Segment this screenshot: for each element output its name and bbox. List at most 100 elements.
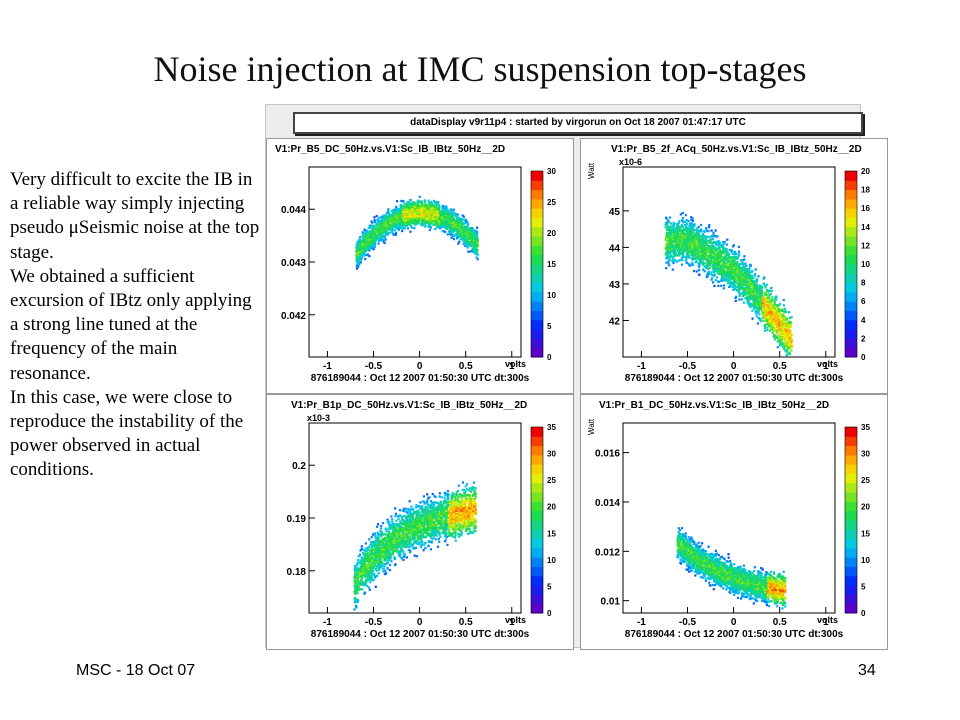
heatmap-cell [371,238,374,241]
heatmap-cell [428,224,431,227]
heatmap-cell [667,233,671,236]
heatmap-cell [466,227,469,230]
heatmap-cell [409,212,412,215]
body-paragraph-2: We obtained a sufficient excursion of IB… [10,265,252,384]
heatmap-cell [763,276,766,279]
heatmap-cell [377,238,380,241]
heatmap-cell [456,213,459,216]
heatmap-cell [737,287,740,290]
heatmap-cell [383,237,386,240]
heatmap-cell [471,227,474,230]
heatmap-cell [746,295,749,298]
heatmap-cell [682,227,686,231]
heatmap-cell [706,244,709,248]
heatmap-cell [410,202,413,205]
heatmap-cell [771,319,774,323]
heatmap-cell [750,298,753,301]
heatmap-cell [420,210,423,213]
heatmap-cell [677,221,680,225]
heatmap-cell [706,249,709,252]
heatmap-cell [692,249,696,252]
heatmap-cell [722,287,725,290]
heatmap-cell [387,221,390,224]
heatmap-cell [695,235,698,238]
heatmap-cell [417,210,420,213]
heatmap-cell [413,216,416,219]
heatmap-cell [713,252,716,255]
heatmap-cell [469,230,472,233]
heatmap-cell [747,282,750,285]
heatmap-cell [691,226,694,229]
heatmap-cell [742,272,745,275]
heatmap-cell [383,224,386,227]
heatmap-cell [782,298,785,302]
heatmap-cell [713,284,716,288]
heatmap-cell [667,225,670,228]
heatmap-cell [716,276,719,279]
heatmap-cell [360,254,363,258]
heatmap-cell [433,209,436,212]
heatmap-cell [713,241,716,244]
heatmap-cell [356,267,359,270]
heatmap-cell [366,242,369,245]
heatmap-cell [682,250,685,253]
heatmap-cell [434,211,437,214]
heatmap-cell [780,322,783,325]
heatmap-cell [723,271,726,275]
heatmap-cell [765,283,768,286]
heatmap-cell [691,219,694,222]
heatmap-cell [365,231,368,234]
heatmap-cell [730,250,733,253]
heatmap-cell [427,222,430,225]
heatmap-cell [728,278,731,281]
heatmap-cell [708,241,711,244]
heatmap-cell [370,233,373,237]
heatmap-cell [466,221,469,224]
heatmap-cell [720,284,723,287]
heatmap-cell [390,222,393,225]
heatmap-cell [437,222,440,225]
heatmap-cell [696,233,699,237]
heatmap-cell [680,246,684,249]
heatmap-cell [408,216,411,219]
heatmap-cell [695,232,698,235]
heatmap-cell [382,228,385,231]
heatmap-cell [472,250,475,254]
heatmap-cell [697,245,700,248]
color-scale-segment [531,291,543,302]
heatmap-cell [712,249,715,252]
heatmap-cell [764,313,767,317]
heatmap-cell [778,320,781,323]
heatmap-cell [773,334,776,337]
heatmap-cell [729,280,732,283]
heatmap-cell [690,252,693,255]
y-tick-label: 0.043 [281,258,306,269]
heatmap-cell [790,349,793,352]
heatmap-cell [430,202,433,205]
heatmap-cell [783,334,786,337]
heatmap-cell [751,274,754,277]
heatmap-cell [665,246,668,249]
heatmap-cell [667,219,670,222]
heatmap-cell [778,333,781,336]
heatmap-cell [671,248,674,251]
heatmap-cell [474,252,477,255]
heatmap-cell [382,215,385,219]
heatmap-cell [664,226,667,229]
heatmap-cell [421,208,424,211]
heatmap-cell [771,296,774,299]
heatmap-cell [785,342,788,346]
heatmap-cell [416,220,419,223]
heatmap-cell [743,266,747,269]
heatmap-cell [703,270,706,273]
heatmap-cell [449,219,452,222]
heatmap-cell [409,220,412,223]
heatmap-cell [725,249,728,253]
heatmap-cell [671,239,674,243]
heatmap-cell [756,295,759,298]
heatmap-cell [775,298,778,301]
heatmap-cell [689,240,692,243]
heatmap-cell [468,229,471,232]
heatmap-cell [737,273,740,276]
heatmap-cell [740,286,743,289]
